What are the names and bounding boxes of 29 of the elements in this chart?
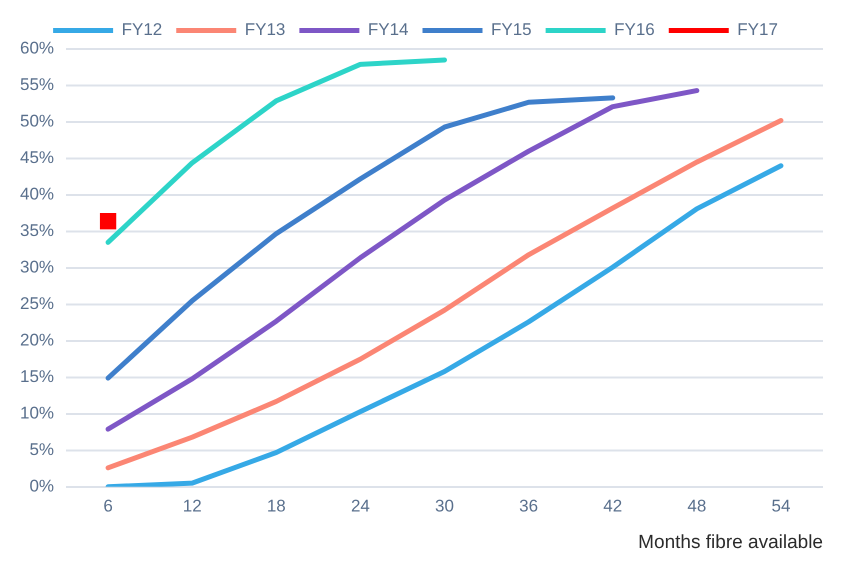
x-tick-label: 6 — [103, 496, 113, 516]
x-tick-label: 42 — [603, 496, 622, 516]
x-tick-label: 54 — [771, 496, 790, 516]
y-tick-label: 35% — [20, 221, 54, 240]
x-tick-label: 30 — [435, 496, 454, 516]
y-tick-label: 5% — [29, 440, 54, 460]
y-tick-label: 45% — [20, 148, 54, 168]
x-tick-label: 18 — [266, 496, 286, 516]
y-tick-label: 20% — [20, 330, 54, 350]
y-tick-label: 30% — [20, 258, 54, 277]
x-tick-label: 36 — [519, 496, 538, 516]
y-tick-label: 55% — [20, 75, 54, 94]
legend-label: FY17 — [737, 20, 778, 40]
y-tick-label: 40% — [20, 184, 54, 204]
x-tick-label: 12 — [182, 496, 202, 516]
legend-label: FY14 — [368, 20, 409, 40]
y-tick-label: 10% — [20, 404, 54, 423]
legend-label: FY12 — [122, 20, 162, 40]
y-tick-label: 15% — [20, 367, 54, 386]
y-tick-label: 50% — [20, 112, 54, 131]
x-tick-label: 24 — [350, 496, 370, 516]
legend-label: FY16 — [614, 20, 655, 40]
x-tick-label: 48 — [687, 496, 706, 516]
legend-label: FY13 — [244, 20, 286, 40]
y-tick-label: 25% — [20, 294, 54, 314]
y-tick-label: 0% — [29, 476, 54, 496]
legend-label: FY15 — [491, 20, 532, 40]
y-tick-label: 60% — [20, 38, 54, 58]
x-axis-title: Months fibre available — [638, 532, 823, 553]
